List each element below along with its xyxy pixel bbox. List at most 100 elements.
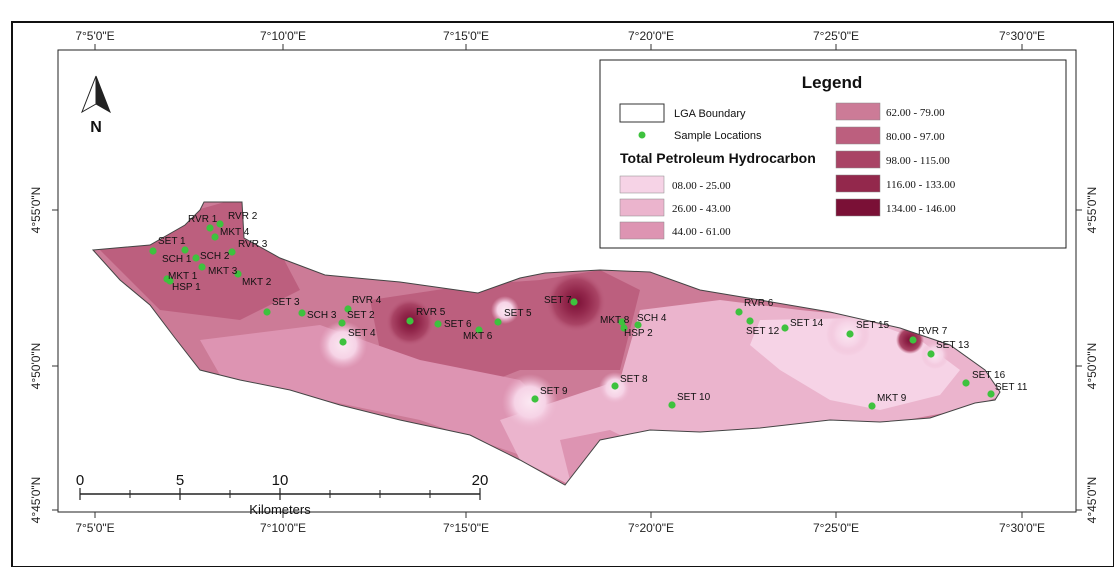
legend-class-label-1: 08.00 - 25.00: [672, 180, 731, 192]
sample-point: [149, 247, 157, 255]
sample-point: [181, 246, 189, 254]
north-arrow-icon: N: [81, 75, 111, 136]
sample-label: MKT 9: [877, 393, 907, 404]
sample-point: [846, 330, 854, 338]
scale-label-0: 0: [76, 472, 84, 489]
x-tick-bottom-5: 7°25'0"E: [813, 521, 859, 535]
legend-class-swatch-4: [835, 102, 881, 121]
sample-label: RVR 6: [744, 298, 774, 309]
x-tick-bottom-1: 7°5'0"E: [75, 521, 114, 535]
sample-label: RVR 5: [416, 307, 446, 318]
sample-label: RVR 2: [228, 211, 258, 222]
y-tick-left-3: 4°45'0"N: [29, 477, 43, 524]
sample-point: [206, 224, 214, 232]
sample-label: SET 14: [790, 318, 824, 329]
sample-label: SET 8: [620, 374, 648, 385]
y-tick-right-3: 4°45'0"N: [1085, 477, 1099, 524]
sample-label: SET 3: [272, 297, 300, 308]
sample-label: HSP 2: [624, 328, 653, 339]
sample-point: [298, 309, 306, 317]
legend-class-label-4: 62.00 - 79.00: [886, 107, 945, 119]
sample-point: [746, 317, 754, 325]
sample-label: SET 2: [347, 310, 375, 321]
sample-label: SET 16: [972, 370, 1006, 381]
sample-label: SCH 4: [637, 313, 667, 324]
x-tick-top-2: 7°10'0"E: [260, 29, 306, 43]
sample-label: MKT 2: [242, 277, 272, 288]
sample-point: [620, 324, 628, 332]
sample-point: [475, 326, 483, 334]
sample-point: [344, 305, 352, 313]
sample-label: RVR 1: [188, 214, 218, 225]
legend-class-label-2: 26.00 - 43.00: [672, 203, 731, 215]
legend-class-swatch-3: [619, 221, 665, 240]
legend-classes: 08.00 - 25.00 26.00 - 43.00 44.00 - 61.00 6…: [619, 102, 956, 240]
scale-label-5: 5: [176, 472, 184, 489]
sample-label: SET 11: [995, 382, 1028, 393]
x-tick-bottom-2: 7°10'0"E: [260, 521, 306, 535]
scale-label-20: 20: [472, 472, 489, 489]
sample-label: MKT 6: [463, 331, 493, 342]
sample-points-layer: [149, 220, 995, 410]
sample-point: [192, 254, 200, 262]
sample-label: SET 6: [444, 319, 472, 330]
legend-class-swatch-5: [835, 126, 881, 145]
legend-class-label-7: 116.00 - 133.00: [886, 179, 956, 191]
x-tick-bottom-3: 7°15'0"E: [443, 521, 489, 535]
sample-point: [927, 350, 935, 358]
map-frame: [11, 21, 1114, 567]
sample-point: [987, 390, 995, 398]
sample-label: SET 10: [677, 392, 711, 403]
sample-point: [198, 263, 206, 271]
legend-class-swatch-8: [835, 198, 881, 217]
y-tick-left-1: 4°55'0"N: [29, 187, 43, 234]
x-tick-bottom-6: 7°30'0"E: [999, 521, 1045, 535]
legend-class-label-6: 98.00 - 115.00: [886, 155, 950, 167]
sample-label: SET 5: [504, 308, 532, 319]
sample-label: MKT 1: [168, 271, 198, 282]
legend-sample-swatch: [638, 131, 646, 139]
x-tick-bottom-4: 7°20'0"E: [628, 521, 674, 535]
sample-point: [962, 379, 970, 387]
scale-bar: 0 5 10 20 Kilometers: [76, 472, 489, 517]
sample-point: [434, 320, 442, 328]
sample-point: [494, 318, 502, 326]
sample-label: MKT 4: [220, 227, 250, 238]
sample-label: RVR 4: [352, 295, 382, 306]
sample-label: RVR 3: [238, 239, 268, 250]
sample-point: [611, 382, 619, 390]
legend-class-swatch-7: [835, 174, 881, 193]
sample-label: RVR 7: [918, 326, 948, 337]
sample-point: [868, 402, 876, 410]
x-tick-top-5: 7°25'0"E: [813, 29, 859, 43]
legend-tph-heading: Total Petroleum Hydrocarbon: [620, 150, 816, 166]
graticule-ticks: [52, 44, 1082, 518]
legend-lga-label: LGA Boundary: [674, 108, 746, 120]
sample-point: [618, 318, 626, 326]
sample-point: [781, 324, 789, 332]
sample-label: SET 9: [540, 386, 568, 397]
sample-label: SCH 1: [162, 254, 192, 265]
sample-point: [531, 395, 539, 403]
sample-label: SCH 2: [200, 251, 230, 262]
legend-class-label-8: 134.00 - 146.00: [886, 203, 956, 215]
legend-title: Legend: [802, 73, 862, 92]
sample-label: SCH 3: [307, 310, 337, 321]
legend-class-label-3: 44.00 - 61.00: [672, 226, 731, 238]
x-tick-top-1: 7°5'0"E: [75, 29, 114, 43]
legend-box: Legend LGA Boundary Sample Locations Tot…: [599, 59, 1067, 249]
sample-point: [234, 270, 242, 278]
sample-point: [909, 336, 917, 344]
north-label: N: [90, 119, 102, 136]
scale-unit-label: Kilometers: [249, 502, 311, 517]
x-tick-top-6: 7°30'0"E: [999, 29, 1045, 43]
sample-point: [263, 308, 271, 316]
sample-label: MKT 8: [600, 315, 630, 326]
legend-class-swatch-6: [835, 150, 881, 169]
legend-class-swatch-1: [619, 175, 665, 194]
lga-boundary: [91, 201, 1001, 486]
sample-point: [166, 277, 174, 285]
sample-point: [406, 317, 414, 325]
